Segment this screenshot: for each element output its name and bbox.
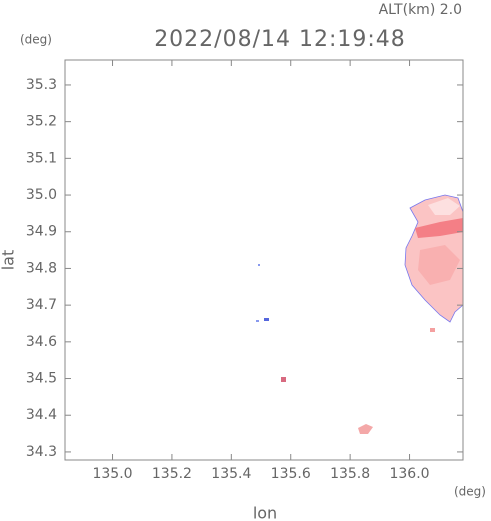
x-tick-label: 135.2 — [152, 466, 192, 482]
y-axis-label: lat — [0, 250, 18, 271]
y-tick-label: 34.6 — [26, 334, 57, 350]
y-tick-label: 34.4 — [26, 407, 57, 423]
y-tick-label: 34.8 — [26, 260, 57, 276]
chart-title: 2022/08/14 12:19:48 — [154, 27, 406, 52]
x-tick-label: 135.0 — [92, 466, 132, 482]
radar-echoes — [256, 194, 464, 434]
y-tick-label: 35.3 — [26, 77, 57, 93]
x-tick-label: 135.6 — [271, 466, 311, 482]
y-tick-label: 35.2 — [26, 114, 57, 130]
y-unit: (deg) — [20, 33, 52, 47]
x-tick-label: 136.0 — [389, 466, 429, 482]
y-tick-label: 35.1 — [26, 150, 57, 166]
x-tick-label: 135.4 — [211, 466, 251, 482]
chart-subtitle: ALT(km) 2.0 — [379, 2, 462, 18]
y-tick-label: 34.7 — [26, 297, 57, 313]
y-tick-label: 35.0 — [26, 187, 57, 203]
x-axis-label: lon — [253, 504, 277, 521]
x-tick-label: 135.8 — [330, 466, 370, 482]
y-tick-label: 34.3 — [26, 444, 57, 460]
y-tick-label: 34.9 — [26, 224, 57, 240]
y-tick-label: 34.5 — [26, 371, 57, 387]
plot-frame — [64, 59, 464, 461]
x-unit: (deg) — [454, 485, 486, 499]
